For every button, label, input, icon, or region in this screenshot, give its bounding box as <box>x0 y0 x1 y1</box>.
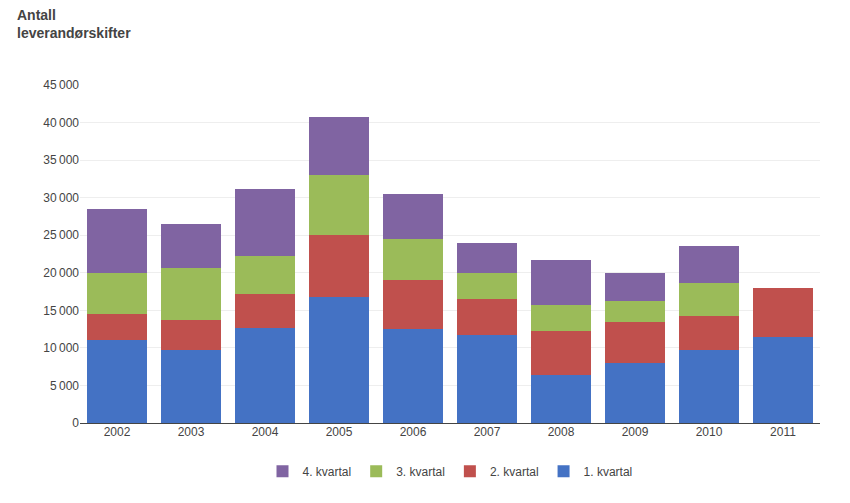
svg-text:5 000: 5 000 <box>50 379 79 393</box>
svg-text:2004: 2004 <box>252 425 279 439</box>
svg-text:2. kvartal: 2. kvartal <box>490 465 539 479</box>
svg-text:2002: 2002 <box>104 425 131 439</box>
svg-text:15 000: 15 000 <box>43 304 79 318</box>
svg-text:30 000: 30 000 <box>43 191 79 205</box>
svg-text:1. kvartal: 1. kvartal <box>584 465 633 479</box>
svg-text:2011: 2011 <box>770 425 796 439</box>
svg-text:2010: 2010 <box>696 425 723 439</box>
svg-text:45 000: 45 000 <box>43 78 79 92</box>
svg-text:20 000: 20 000 <box>43 266 79 280</box>
svg-text:10 000: 10 000 <box>43 341 79 355</box>
svg-text:2003: 2003 <box>178 425 205 439</box>
svg-text:40 000: 40 000 <box>43 116 79 130</box>
svg-text:25 000: 25 000 <box>43 228 79 242</box>
svg-text:4. kvartal: 4. kvartal <box>303 465 352 479</box>
svg-text:Antallleverandørskifter: Antallleverandørskifter <box>17 7 131 41</box>
svg-text:0: 0 <box>72 416 79 430</box>
svg-text:2009: 2009 <box>622 425 649 439</box>
svg-text:3. kvartal: 3. kvartal <box>396 465 445 479</box>
svg-text:2005: 2005 <box>326 425 353 439</box>
svg-text:2007: 2007 <box>474 425 501 439</box>
svg-text:2008: 2008 <box>548 425 575 439</box>
svg-text:2006: 2006 <box>400 425 427 439</box>
svg-text:35 000: 35 000 <box>43 153 79 167</box>
